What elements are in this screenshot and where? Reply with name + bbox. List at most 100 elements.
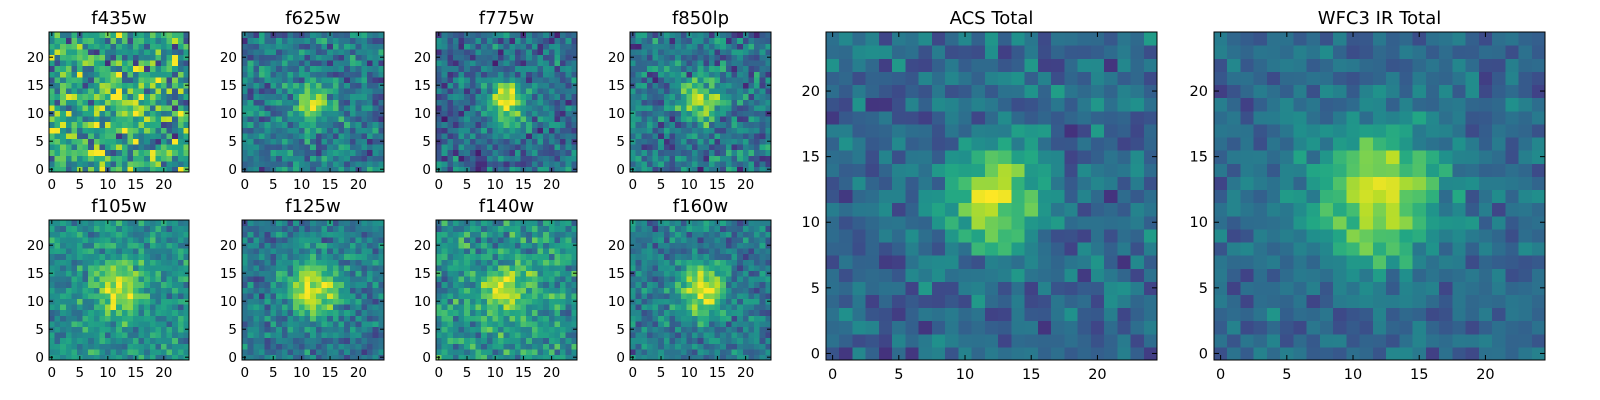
heatmap-cell [652, 132, 659, 139]
heatmap-cell [161, 348, 168, 355]
heatmap-cell [60, 220, 67, 227]
heatmap-cell [276, 298, 283, 305]
heatmap-cell [172, 225, 179, 232]
heatmap-cell [759, 71, 766, 78]
heatmap-cell [565, 155, 572, 162]
heatmap-cell [725, 166, 733, 173]
heatmap-cell [720, 116, 727, 123]
heatmap-cell [332, 48, 340, 55]
heatmap-cell [77, 121, 84, 128]
heatmap-cell [82, 116, 89, 123]
heatmap-cell [65, 270, 72, 277]
heatmap-cell [65, 320, 72, 327]
heatmap-cell [509, 104, 516, 111]
heatmap-cell [447, 276, 454, 283]
heatmap-cell [161, 93, 168, 100]
axes-frame [629, 31, 772, 173]
heatmap-cell [452, 253, 460, 260]
heatmap-cell [270, 110, 277, 117]
heatmap-cell [338, 149, 345, 156]
heatmap-cell [315, 88, 323, 95]
heatmap-cell [144, 276, 151, 283]
heatmap-cell [537, 166, 544, 173]
heatmap-cell [663, 326, 671, 333]
heatmap-cell [737, 37, 744, 44]
heatmap-cell [548, 259, 556, 266]
heatmap-cell [127, 343, 134, 350]
heatmap-cell [105, 298, 112, 305]
heatmap-cell [298, 104, 306, 111]
heatmap-cell [452, 315, 460, 322]
heatmap-cell [754, 43, 761, 50]
heatmap-cell [669, 54, 676, 61]
heatmap-cell [71, 43, 78, 50]
heatmap-cell [458, 287, 465, 294]
heatmap-cell [49, 225, 56, 232]
heatmap-cell [264, 315, 271, 322]
heatmap-cell [259, 93, 266, 100]
heatmap-cell [144, 93, 151, 100]
heatmap-cell [514, 337, 522, 344]
heatmap-cell [155, 155, 162, 162]
heatmap-cell [338, 354, 345, 361]
heatmap-cell [270, 37, 277, 44]
heatmap-cell [754, 132, 761, 139]
heatmap-cell [748, 304, 755, 311]
heatmap-cell [531, 43, 539, 50]
x-tick-label: 10 [293, 177, 310, 193]
heatmap-cell [315, 259, 323, 266]
heatmap-cell [349, 292, 357, 299]
heatmap-cell [565, 166, 572, 173]
heatmap-cell [293, 76, 300, 83]
heatmap-cell [77, 281, 84, 288]
heatmap-cell [731, 348, 738, 355]
heatmap-cell [498, 231, 505, 238]
heatmap-cell [737, 88, 744, 95]
heatmap-cell [464, 304, 471, 311]
heatmap-cell [720, 138, 727, 145]
heatmap-cell [77, 127, 84, 134]
heatmap-cell [372, 220, 379, 227]
heatmap-cell [520, 259, 527, 266]
heatmap-cell [486, 149, 493, 156]
heatmap-cell [161, 127, 168, 134]
heatmap-cell [54, 292, 61, 299]
heatmap-cell [765, 93, 772, 100]
heatmap-cell [177, 348, 184, 355]
heatmap-cell [65, 332, 72, 339]
heatmap-cell [338, 236, 345, 243]
heatmap-cell [65, 276, 72, 283]
heatmap-cell [537, 121, 544, 128]
heatmap-cell [259, 304, 266, 311]
heatmap-cell [759, 99, 766, 106]
y-tick-label: 10 [220, 294, 237, 310]
heatmap-cell [60, 160, 67, 167]
heatmap-cell [378, 248, 385, 255]
heatmap-cell [270, 138, 277, 145]
heatmap-cell [127, 43, 134, 50]
heatmap-cell [105, 127, 112, 134]
heatmap-cell [242, 264, 249, 271]
heatmap-cell [669, 166, 676, 173]
heatmap-cell [520, 71, 527, 78]
heatmap-cell [663, 104, 671, 111]
heatmap-cell [253, 93, 260, 100]
heatmap-cell [509, 348, 516, 355]
heatmap-cell [65, 149, 72, 156]
heatmap-cell [361, 104, 368, 111]
heatmap-cell [571, 320, 578, 327]
heatmap-cell [110, 121, 117, 128]
heatmap-cell [65, 292, 72, 299]
heatmap-cell [93, 65, 100, 72]
heatmap-cell [441, 220, 448, 227]
heatmap-cell [514, 225, 522, 232]
heatmap-cell [127, 320, 134, 327]
heatmap-cell [680, 343, 687, 350]
heatmap-cell [315, 298, 323, 305]
heatmap-cell [686, 348, 693, 355]
heatmap-cell [652, 276, 659, 283]
heatmap-cell [155, 220, 162, 227]
heatmap-cell [436, 155, 443, 162]
heatmap-cell [349, 348, 357, 355]
heatmap-cell [54, 231, 61, 238]
